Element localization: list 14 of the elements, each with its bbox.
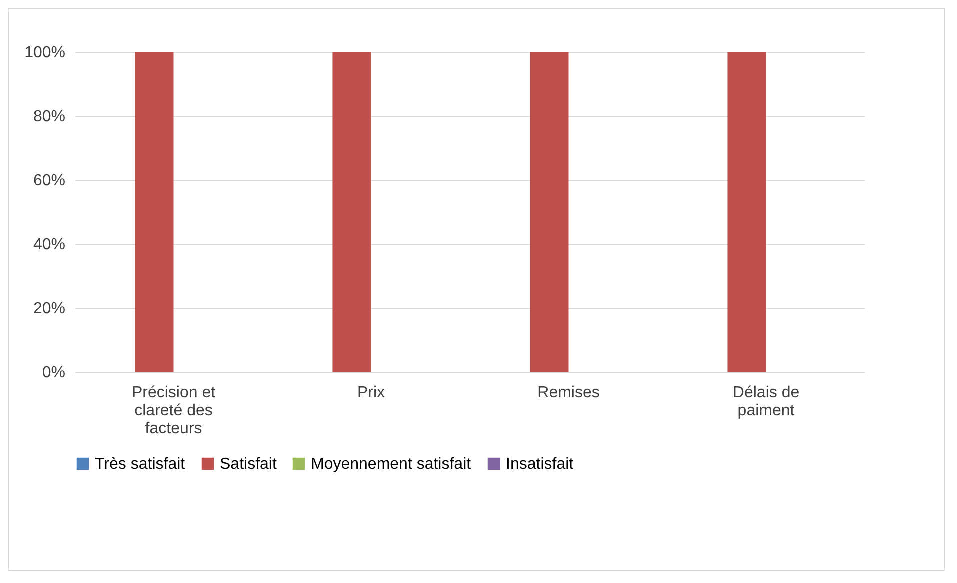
y-tick-label: 20% xyxy=(33,300,66,318)
y-tick-label: 100% xyxy=(24,44,66,62)
legend-label: Insatisfait xyxy=(506,456,574,473)
x-tick-label: Délais de paiment xyxy=(732,384,800,420)
legend-label: Très satisfait xyxy=(95,456,186,473)
x-tick-label: Remises xyxy=(538,384,600,402)
legend-label: Moyennement satisfait xyxy=(311,456,472,473)
x-tick-label: Précision et clareté des facteurs xyxy=(132,384,216,438)
y-tick-label: 40% xyxy=(33,236,66,254)
x-tick-label: Prix xyxy=(357,384,386,402)
legend-label: Satisfait xyxy=(220,456,278,473)
y-tick-label: 0% xyxy=(42,364,66,382)
y-tick-label: 60% xyxy=(33,172,66,190)
y-tick-label: 80% xyxy=(33,108,66,126)
